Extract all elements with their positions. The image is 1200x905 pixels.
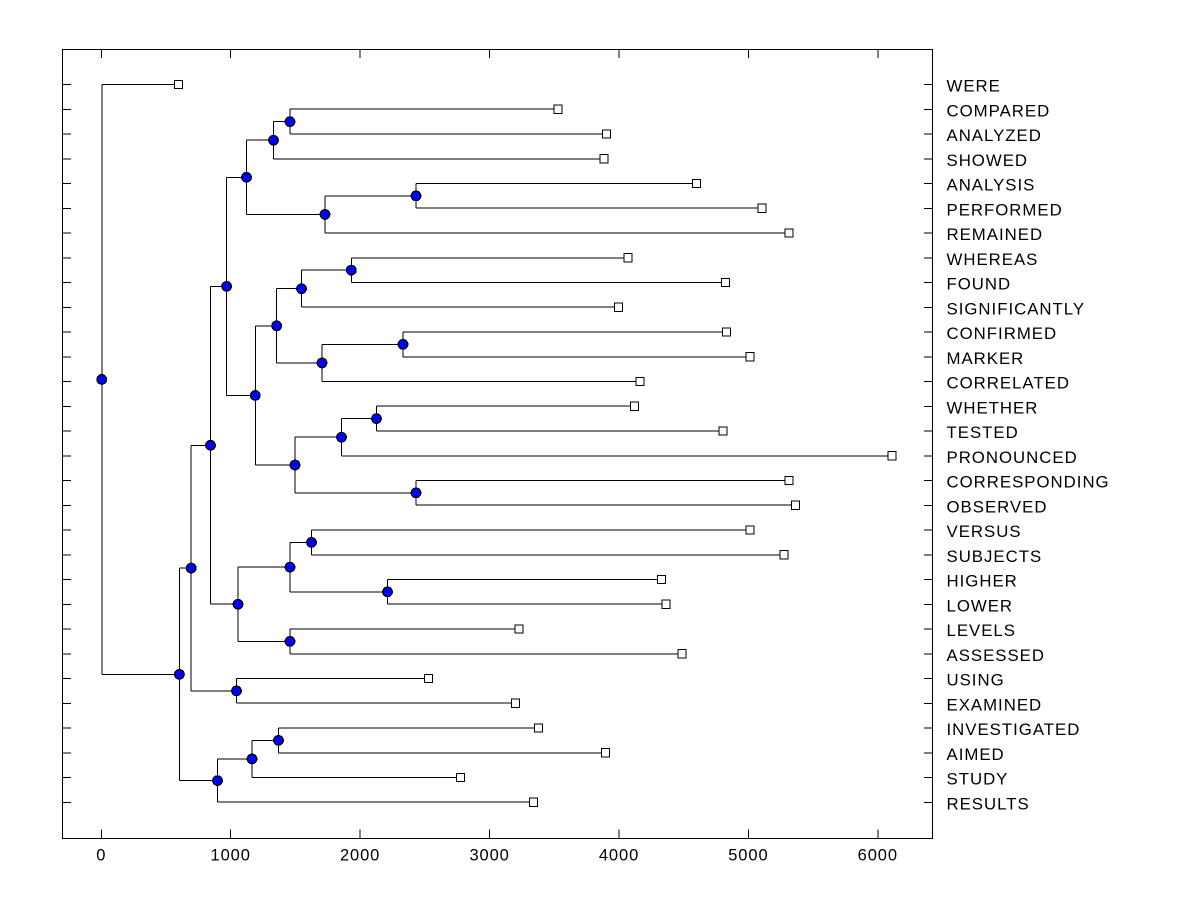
svg-text:EXAMINED: EXAMINED — [947, 695, 1043, 714]
svg-text:VERSUS: VERSUS — [947, 522, 1022, 541]
svg-text:PRONOUNCED: PRONOUNCED — [947, 448, 1078, 467]
svg-text:AIMED: AIMED — [947, 745, 1005, 764]
svg-text:WHEREAS: WHEREAS — [947, 250, 1039, 269]
svg-text:FOUND: FOUND — [947, 275, 1012, 294]
svg-text:4000: 4000 — [599, 847, 639, 865]
svg-text:TESTED: TESTED — [947, 423, 1019, 442]
svg-text:3000: 3000 — [469, 847, 509, 865]
svg-text:CORRESPONDING: CORRESPONDING — [947, 473, 1110, 492]
svg-text:CONFIRMED: CONFIRMED — [947, 324, 1058, 343]
svg-text:ASSESSED: ASSESSED — [947, 646, 1045, 665]
svg-text:INVESTIGATED: INVESTIGATED — [947, 720, 1081, 739]
svg-text:WERE: WERE — [947, 77, 1001, 96]
svg-text:RESULTS: RESULTS — [947, 794, 1030, 813]
svg-text:SUBJECTS: SUBJECTS — [947, 547, 1043, 566]
svg-text:ANALYSIS: ANALYSIS — [947, 176, 1036, 195]
svg-text:COMPARED: COMPARED — [947, 101, 1051, 120]
svg-text:2000: 2000 — [340, 847, 380, 865]
svg-text:SIGNIFICANTLY: SIGNIFICANTLY — [947, 299, 1086, 318]
svg-text:1000: 1000 — [211, 847, 251, 865]
svg-text:LEVELS: LEVELS — [947, 621, 1016, 640]
svg-text:PERFORMED: PERFORMED — [947, 200, 1063, 219]
svg-text:WHETHER: WHETHER — [947, 398, 1039, 417]
svg-text:OBSERVED: OBSERVED — [947, 497, 1048, 516]
svg-text:STUDY: STUDY — [947, 770, 1009, 789]
svg-text:USING: USING — [947, 671, 1005, 690]
svg-text:MARKER: MARKER — [947, 349, 1025, 368]
svg-text:5000: 5000 — [728, 847, 768, 865]
svg-text:REMAINED: REMAINED — [947, 225, 1044, 244]
svg-text:HIGHER: HIGHER — [947, 572, 1018, 591]
svg-text:0: 0 — [96, 847, 106, 865]
svg-text:SHOWED: SHOWED — [947, 151, 1029, 170]
svg-text:CORRELATED: CORRELATED — [947, 374, 1070, 393]
svg-text:ANALYZED: ANALYZED — [947, 126, 1042, 145]
svg-text:LOWER: LOWER — [947, 596, 1014, 615]
svg-text:6000: 6000 — [858, 847, 898, 865]
